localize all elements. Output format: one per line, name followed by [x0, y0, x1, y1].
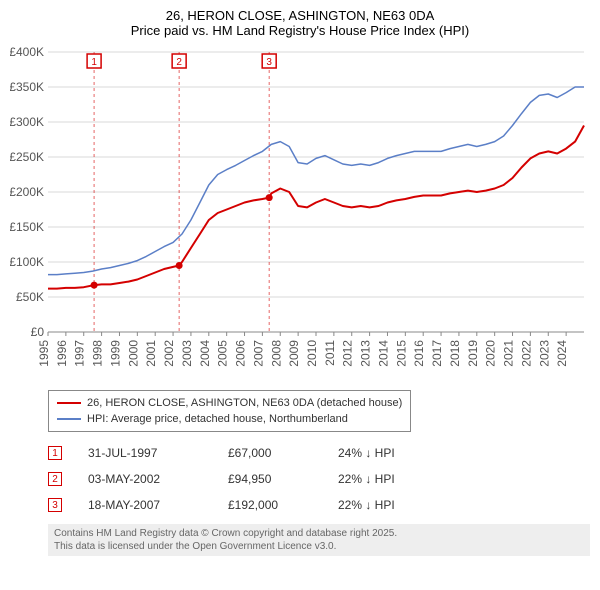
svg-text:£200K: £200K [10, 185, 44, 199]
svg-text:£150K: £150K [10, 220, 44, 234]
svg-text:£350K: £350K [10, 80, 44, 94]
svg-text:2: 2 [176, 57, 182, 68]
chart-svg: £0 £50K £100K £150K £200K £250K £300K £350K £400… [10, 44, 590, 384]
chart-title-block: 26, HERON CLOSE, ASHINGTON, NE63 0DA Pri… [10, 8, 590, 38]
svg-text:2010: 2010 [305, 340, 319, 367]
svg-text:2003: 2003 [180, 340, 194, 367]
legend-swatch [57, 402, 81, 404]
svg-text:2019: 2019 [466, 340, 480, 367]
transaction-diff: 24% ↓ HPI [338, 446, 458, 460]
svg-text:1998: 1998 [91, 340, 105, 367]
svg-text:2018: 2018 [448, 340, 462, 367]
transaction-diff: 22% ↓ HPI [338, 472, 458, 486]
svg-text:£300K: £300K [10, 115, 44, 129]
legend-item: 26, HERON CLOSE, ASHINGTON, NE63 0DA (de… [57, 395, 402, 411]
svg-text:1996: 1996 [55, 340, 69, 367]
transaction-marker: 3 [48, 498, 62, 512]
svg-text:2015: 2015 [394, 340, 408, 367]
svg-text:2008: 2008 [269, 340, 283, 367]
legend-label: HPI: Average price, detached house, Nort… [87, 411, 348, 427]
legend-swatch [57, 418, 81, 420]
svg-text:2009: 2009 [287, 340, 301, 367]
svg-text:£0: £0 [31, 325, 45, 339]
svg-text:2011: 2011 [323, 340, 337, 366]
legend: 26, HERON CLOSE, ASHINGTON, NE63 0DA (de… [48, 390, 411, 432]
svg-text:2016: 2016 [412, 340, 426, 367]
transaction-date: 31-JUL-1997 [88, 446, 228, 460]
svg-text:3: 3 [266, 57, 272, 68]
transaction-diff: 22% ↓ HPI [338, 498, 458, 512]
svg-text:2007: 2007 [251, 340, 265, 367]
svg-text:1997: 1997 [73, 340, 87, 367]
svg-text:1: 1 [91, 57, 97, 68]
svg-text:2023: 2023 [537, 340, 551, 367]
legend-label: 26, HERON CLOSE, ASHINGTON, NE63 0DA (de… [87, 395, 402, 411]
svg-text:1995: 1995 [37, 340, 51, 367]
svg-text:£50K: £50K [16, 290, 44, 304]
svg-text:2014: 2014 [376, 340, 390, 367]
svg-text:£250K: £250K [10, 150, 44, 164]
svg-text:2012: 2012 [341, 340, 355, 367]
svg-text:£400K: £400K [10, 45, 44, 59]
svg-text:2013: 2013 [359, 340, 373, 367]
transaction-row: 1 31-JUL-1997£67,00024% ↓ HPI [48, 440, 590, 466]
title-line-2: Price paid vs. HM Land Registry's House … [10, 23, 590, 38]
chart: £0 £50K £100K £150K £200K £250K £300K £350K £400… [10, 44, 590, 384]
svg-text:2005: 2005 [216, 340, 230, 367]
svg-text:2024: 2024 [555, 340, 569, 367]
footer-attribution: Contains HM Land Registry data © Crown c… [48, 524, 590, 556]
svg-text:2004: 2004 [198, 340, 212, 367]
svg-text:2006: 2006 [234, 340, 248, 367]
svg-text:2002: 2002 [162, 340, 176, 367]
transaction-row: 3 18-MAY-2007£192,00022% ↓ HPI [48, 492, 590, 518]
svg-text:2000: 2000 [126, 340, 140, 367]
transaction-row: 2 03-MAY-2002£94,95022% ↓ HPI [48, 466, 590, 492]
transaction-marker: 1 [48, 446, 62, 460]
footer-line-2: This data is licensed under the Open Gov… [54, 540, 584, 553]
footer-line-1: Contains HM Land Registry data © Crown c… [54, 527, 584, 540]
transaction-date: 03-MAY-2002 [88, 472, 228, 486]
svg-text:2001: 2001 [144, 340, 158, 367]
legend-item: HPI: Average price, detached house, Nort… [57, 411, 402, 427]
svg-text:£100K: £100K [10, 255, 44, 269]
transaction-price: £67,000 [228, 446, 338, 460]
transaction-price: £94,950 [228, 472, 338, 486]
svg-text:2017: 2017 [430, 340, 444, 367]
title-line-1: 26, HERON CLOSE, ASHINGTON, NE63 0DA [10, 8, 590, 23]
transaction-price: £192,000 [228, 498, 338, 512]
transaction-marker: 2 [48, 472, 62, 486]
svg-text:2022: 2022 [519, 340, 533, 367]
transaction-date: 18-MAY-2007 [88, 498, 228, 512]
svg-text:2020: 2020 [484, 340, 498, 367]
svg-text:2021: 2021 [502, 340, 516, 367]
transaction-table: 1 31-JUL-1997£67,00024% ↓ HPI 2 03-MAY-2002… [48, 440, 590, 518]
svg-text:1999: 1999 [108, 340, 122, 367]
